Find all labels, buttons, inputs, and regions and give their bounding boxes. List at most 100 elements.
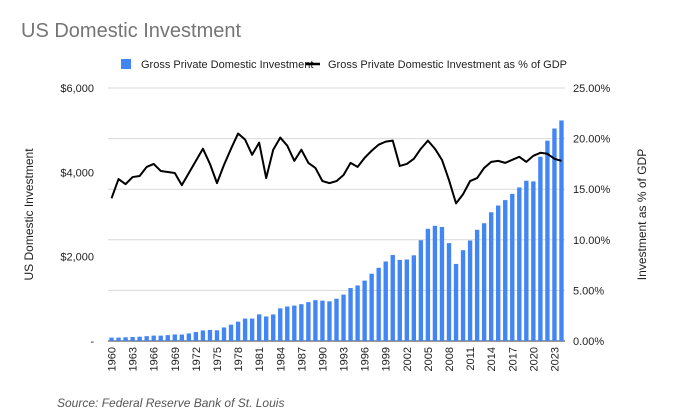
bar	[123, 337, 128, 341]
y2-tick-label: 0.00%	[573, 336, 604, 348]
x-tick-label: 1963	[128, 347, 140, 371]
y2-tick-label: 5.00%	[573, 285, 604, 297]
axes: - $2,000 $4,000 $6,000 0.00% 5.00% 10.00% 15.00…	[22, 83, 649, 371]
bar	[369, 273, 374, 341]
bar	[517, 187, 522, 341]
x-tick-label: 2017	[507, 347, 519, 371]
x-tick-label: 2020	[528, 347, 540, 371]
bar	[474, 229, 480, 341]
bar	[348, 288, 353, 341]
x-tick-label: 2014	[486, 347, 498, 371]
chart-title: US Domestic Investment	[21, 20, 242, 42]
bar	[503, 200, 508, 341]
bar	[165, 335, 170, 341]
bar	[271, 314, 276, 341]
bar	[524, 180, 529, 341]
x-tick-label: 1981	[254, 347, 266, 371]
bar	[538, 156, 543, 341]
bar-series	[109, 120, 564, 342]
bar	[292, 305, 297, 341]
bar	[221, 327, 227, 341]
bar	[397, 259, 402, 341]
bar	[531, 181, 536, 341]
bar	[425, 228, 431, 341]
y2-tick-label: 20.00%	[573, 134, 611, 146]
bar	[488, 212, 494, 341]
bar	[334, 298, 339, 341]
bar	[376, 267, 381, 341]
bar	[362, 280, 367, 341]
source-note: Source: Federal Reserve Bank of St. Loui…	[57, 396, 285, 410]
y2-tick-label: 25.00%	[573, 83, 611, 95]
bar	[467, 240, 473, 341]
x-tick-label: 1999	[381, 347, 393, 371]
bar	[228, 324, 234, 341]
bar	[264, 316, 269, 341]
bar	[242, 318, 248, 341]
bar	[432, 225, 438, 341]
bar	[559, 120, 564, 342]
bar	[158, 335, 163, 341]
bar	[411, 255, 417, 341]
bar	[481, 223, 487, 341]
bar	[320, 300, 325, 341]
x-tick-label: 1990	[317, 347, 329, 371]
bar	[130, 336, 135, 341]
bar	[404, 259, 409, 341]
x-tick-label: 1960	[107, 347, 119, 371]
bar	[460, 250, 466, 341]
bar	[355, 285, 360, 341]
y-tick-label: $2,000	[60, 252, 94, 264]
bar	[418, 240, 424, 341]
x-tick-label: 1975	[212, 347, 224, 371]
bar	[390, 255, 395, 341]
line-series	[110, 132, 562, 205]
x-tick-label: 1996	[360, 347, 372, 371]
bar	[285, 306, 290, 341]
bar	[256, 314, 262, 341]
bar	[193, 332, 199, 341]
bar	[383, 261, 388, 341]
bar	[510, 193, 515, 341]
y-axis-title: US Domestic Investment	[22, 148, 36, 281]
bar	[179, 334, 185, 341]
y2-axis-title: Investment as % of GDP	[635, 149, 649, 280]
bar	[278, 308, 283, 341]
bar	[214, 330, 220, 341]
y-tick-label: -	[90, 336, 94, 348]
y2-tick-label: 10.00%	[573, 235, 611, 247]
x-tick-label: 1984	[275, 347, 287, 371]
bar	[439, 226, 445, 341]
x-tick-label: 1978	[233, 347, 245, 371]
bar	[496, 205, 501, 341]
y-tick-label: $4,000	[60, 167, 94, 179]
bar	[172, 334, 177, 341]
bar	[116, 337, 121, 341]
bar	[306, 302, 311, 341]
bar	[186, 333, 192, 341]
bar	[313, 300, 318, 341]
bar	[144, 336, 149, 341]
bar	[151, 335, 156, 341]
bar	[207, 329, 213, 341]
x-tick-label: 1969	[170, 347, 182, 371]
x-tick-label: 2002	[402, 347, 414, 371]
bar	[249, 318, 255, 341]
x-tick-label: 2008	[444, 347, 456, 371]
x-tick-label: 2023	[549, 347, 561, 371]
y2-tick-label: 15.00%	[573, 184, 611, 196]
bar	[545, 140, 550, 341]
bar	[446, 243, 452, 341]
x-tick-label: 2011	[465, 347, 477, 371]
bar	[235, 321, 241, 341]
y-tick-label: $6,000	[60, 83, 94, 95]
legend-swatch-bar	[121, 59, 131, 69]
x-tick-label: 1972	[191, 347, 203, 371]
bar	[327, 301, 332, 341]
bar	[299, 304, 304, 341]
bar	[109, 337, 114, 341]
legend-label: Gross Private Domestic Investment as % o…	[328, 59, 567, 71]
bar	[200, 330, 206, 341]
pct-gdp-line	[110, 132, 562, 205]
